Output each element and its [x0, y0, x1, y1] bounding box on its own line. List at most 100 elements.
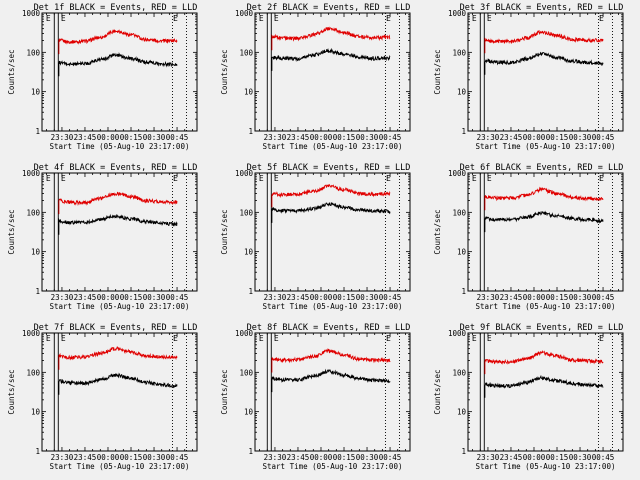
x-tick-label: 00:45: [166, 133, 189, 142]
panel-title: Det 1f BLACK = Events, RED = LLD: [34, 3, 198, 13]
lld-rate-line: [58, 346, 178, 370]
x-tick-label: 23:45: [74, 133, 97, 142]
x-tick-label: 00:15: [120, 293, 143, 302]
x-tick-label: 00:15: [120, 133, 143, 142]
y-tick-label: 10: [244, 88, 254, 97]
y-axis-label: Counts/sec: [433, 49, 442, 94]
x-tick-label: 00:45: [379, 293, 402, 302]
x-tick-label: 00:45: [592, 133, 615, 142]
event-marker-label: E: [173, 14, 178, 23]
plot-frame: [41, 12, 198, 132]
y-tick-label: 10: [244, 408, 254, 417]
event-rate-line: [58, 52, 178, 77]
x-tick-label: 00:15: [333, 293, 356, 302]
y-tick-label: 1: [461, 287, 466, 296]
detector-panel-3: Det 3f BLACK = Events, RED = LLD 1 10 100 10…: [433, 3, 624, 151]
x-tick-label: 00:30: [569, 133, 592, 142]
event-marker-label: E: [487, 334, 492, 343]
plot-frame: [467, 332, 624, 452]
x-tick-label: 00:30: [569, 293, 592, 302]
plot-frame: [254, 12, 411, 132]
event-marker-label: E: [173, 334, 178, 343]
y-tick-label: 1000: [448, 329, 467, 338]
panel-title: Det 2f BLACK = Events, RED = LLD: [247, 3, 411, 13]
x-axis-label: Start Time (05-Aug-10 23:17:00): [50, 462, 190, 471]
x-tick-label: 00:00: [97, 453, 120, 462]
x-axis-label: Start Time (05-Aug-10 23:17:00): [263, 142, 403, 151]
x-tick-label: 00:30: [356, 453, 379, 462]
y-tick-label: 1: [35, 287, 40, 296]
y-tick-label: 100: [239, 48, 253, 57]
x-tick-label: 23:30: [51, 453, 74, 462]
event-rate-line: [271, 201, 391, 223]
panel-title: Det 6f BLACK = Events, RED = LLD: [460, 163, 624, 173]
y-tick-label: 1000: [235, 169, 254, 178]
y-tick-label: 1000: [235, 9, 254, 18]
event-marker-label: E: [259, 14, 264, 23]
x-tick-label: 00:00: [97, 293, 120, 302]
y-tick-label: 1000: [22, 9, 41, 18]
y-tick-label: 1: [248, 287, 253, 296]
event-marker-label: E: [274, 14, 279, 23]
y-tick-label: 1: [35, 127, 40, 136]
x-tick-label: 00:30: [569, 453, 592, 462]
y-tick-label: 10: [457, 88, 467, 97]
lld-rate-line: [484, 350, 604, 375]
y-tick-label: 1: [248, 127, 253, 136]
lld-rate-line: [271, 26, 391, 51]
event-marker-label: E: [472, 334, 477, 343]
y-tick-label: 100: [452, 208, 466, 217]
plot-frame: [467, 12, 624, 132]
plot-frame: [254, 172, 411, 292]
lld-rate-line: [58, 191, 178, 215]
y-axis-label: Counts/sec: [433, 369, 442, 414]
plot-frame: [41, 172, 198, 292]
event-marker-label: E: [46, 174, 51, 183]
x-tick-label: 23:45: [500, 133, 523, 142]
x-tick-label: 00:45: [379, 453, 402, 462]
x-axis-label: Start Time (05-Aug-10 23:17:00): [263, 302, 403, 311]
y-axis-label: Counts/sec: [7, 369, 16, 414]
event-marker-label: E: [274, 174, 279, 183]
x-tick-label: 00:30: [143, 453, 166, 462]
x-tick-label: 00:45: [592, 453, 615, 462]
event-marker-label: E: [61, 14, 66, 23]
panel-title: Det 3f BLACK = Events, RED = LLD: [460, 3, 624, 13]
y-tick-label: 1: [461, 127, 466, 136]
panel-title: Det 9f BLACK = Events, RED = LLD: [460, 323, 624, 333]
x-tick-label: 00:45: [166, 453, 189, 462]
x-tick-label: 23:45: [74, 293, 97, 302]
y-tick-label: 100: [452, 48, 466, 57]
event-marker-label: E: [274, 334, 279, 343]
x-tick-label: 00:30: [143, 293, 166, 302]
y-tick-label: 10: [31, 408, 41, 417]
event-marker-label: E: [472, 14, 477, 23]
plot-frame: [467, 172, 624, 292]
x-tick-label: 23:30: [477, 293, 500, 302]
event-rate-line: [484, 51, 604, 75]
event-marker-label: E: [61, 174, 66, 183]
detector-panel-6: Det 6f BLACK = Events, RED = LLD 1 10 100 10…: [433, 163, 624, 311]
event-rate-line: [484, 210, 604, 233]
y-tick-label: 1000: [448, 9, 467, 18]
y-tick-label: 10: [244, 248, 254, 257]
lld-rate-line: [58, 28, 178, 55]
y-tick-label: 100: [239, 208, 253, 217]
y-tick-label: 10: [457, 248, 467, 257]
x-tick-label: 00:15: [120, 453, 143, 462]
x-axis-label: Start Time (05-Aug-10 23:17:00): [476, 142, 616, 151]
y-tick-label: 100: [239, 368, 253, 377]
detector-panel-4: Det 4f BLACK = Events, RED = LLD 1 10 100 10…: [7, 163, 198, 311]
panel-title: Det 8f BLACK = Events, RED = LLD: [247, 323, 411, 333]
y-tick-label: 1: [248, 447, 253, 456]
panel-title: Det 7f BLACK = Events, RED = LLD: [34, 323, 198, 333]
x-axis-label: Start Time (05-Aug-10 23:17:00): [263, 462, 403, 471]
y-axis-label: Counts/sec: [7, 209, 16, 254]
y-tick-label: 1: [35, 447, 40, 456]
x-tick-label: 23:45: [500, 293, 523, 302]
y-tick-label: 1: [461, 447, 466, 456]
y-tick-label: 100: [26, 48, 40, 57]
x-tick-label: 00:15: [546, 133, 569, 142]
event-marker-label: E: [599, 334, 604, 343]
y-tick-label: 100: [26, 208, 40, 217]
